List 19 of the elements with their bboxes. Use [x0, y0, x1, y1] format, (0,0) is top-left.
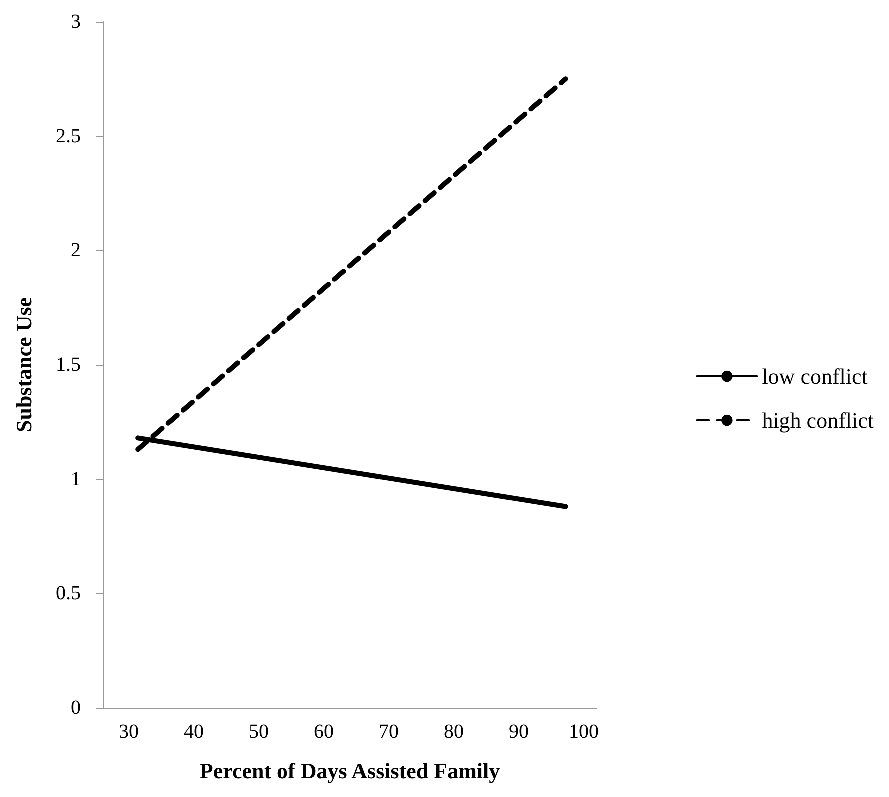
- y-tick-label: 2.5: [56, 125, 81, 148]
- legend-label: low conflict: [762, 364, 868, 389]
- y-tick-label: 3: [71, 11, 81, 33]
- y-tick-label: 0: [71, 697, 81, 719]
- y-axis-title: Substance Use: [12, 297, 36, 433]
- x-axis-title: Percent of Days Assisted Family: [200, 758, 500, 784]
- x-tick-label: 30: [119, 721, 139, 743]
- x-tick-label: 80: [444, 721, 464, 743]
- x-tick-label: 40: [184, 721, 204, 743]
- x-tick-label: 70: [379, 721, 399, 743]
- y-tick-label: 1.5: [56, 354, 81, 376]
- x-tick-label: 50: [249, 721, 269, 743]
- x-tick-label: 90: [509, 721, 529, 743]
- y-tick-label: 1: [71, 468, 81, 490]
- y-tick-label: 2: [71, 240, 81, 262]
- y-tick-label: 0.5: [56, 582, 81, 605]
- legend-label: high conflict: [762, 408, 874, 433]
- x-tick-label: 100: [569, 721, 599, 743]
- x-tick-label: 60: [314, 721, 334, 743]
